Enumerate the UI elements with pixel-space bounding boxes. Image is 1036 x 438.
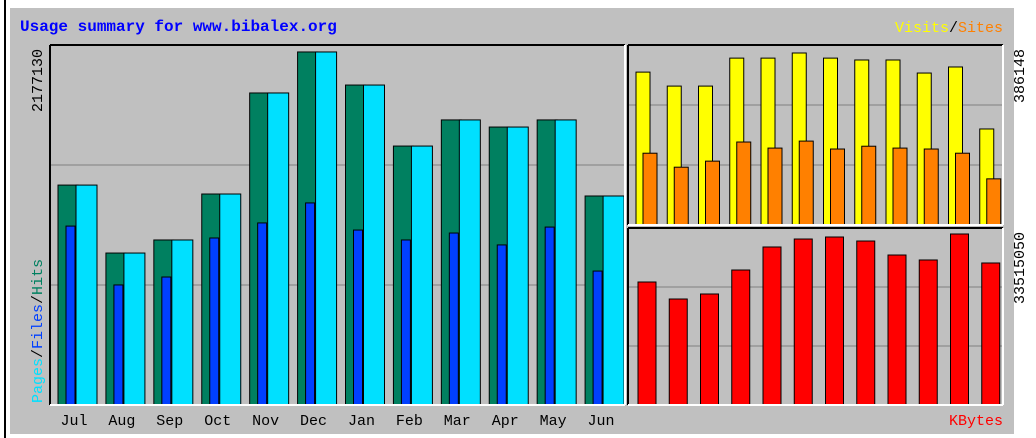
bar xyxy=(950,233,969,406)
bar xyxy=(700,293,719,406)
bar xyxy=(171,239,194,406)
bar xyxy=(798,140,814,226)
bar xyxy=(496,244,507,406)
bar xyxy=(75,184,98,406)
x-tick-label: Dec xyxy=(300,413,327,430)
x-tick-label: Aug xyxy=(108,413,135,430)
bar xyxy=(918,259,938,406)
bar xyxy=(257,222,268,406)
bar xyxy=(981,262,1001,406)
x-tick-label: Jun xyxy=(588,413,615,430)
plot-area xyxy=(50,45,625,405)
x-tick-label: Nov xyxy=(252,413,279,430)
bar xyxy=(861,145,877,226)
bar xyxy=(668,298,688,406)
bar xyxy=(793,238,813,406)
bar xyxy=(762,246,782,406)
bar xyxy=(637,281,657,406)
bar xyxy=(209,237,220,406)
bar xyxy=(315,51,338,406)
bar xyxy=(856,240,876,406)
legend-separator: / xyxy=(30,295,47,304)
bar xyxy=(825,236,844,406)
bar xyxy=(986,178,1002,226)
legend-separator: / xyxy=(30,349,47,358)
bar xyxy=(642,152,658,226)
bar xyxy=(410,145,433,406)
legend-entry: KBytes xyxy=(949,413,1003,430)
x-tick-label: Mar xyxy=(444,413,471,430)
bar xyxy=(544,226,555,406)
plot-area xyxy=(628,228,1003,405)
bar xyxy=(305,202,316,406)
x-tick-label: Feb xyxy=(396,413,423,430)
bar xyxy=(506,126,529,406)
bar xyxy=(602,195,625,406)
bar xyxy=(892,147,908,226)
legend-separator: / xyxy=(949,20,958,37)
bar xyxy=(65,225,76,406)
bar xyxy=(705,160,720,226)
bar xyxy=(353,229,363,406)
x-tick-label: Apr xyxy=(492,413,519,430)
legend: Visits/Sites xyxy=(895,20,1003,37)
bar xyxy=(767,147,783,226)
legend-entry: Hits xyxy=(30,259,47,295)
y-tick-label: 2177130 xyxy=(30,49,47,112)
x-tick-label: Jul xyxy=(60,413,87,430)
bar xyxy=(736,141,752,226)
bar xyxy=(400,239,411,406)
bar xyxy=(123,252,146,406)
x-tick-label: Jan xyxy=(348,413,375,430)
bar xyxy=(923,148,939,226)
legend-entry: Pages xyxy=(30,358,47,403)
bar xyxy=(887,254,907,406)
bar xyxy=(673,166,689,226)
bar xyxy=(113,284,124,406)
x-tick-label: Oct xyxy=(204,413,231,430)
bar xyxy=(161,276,172,406)
bar xyxy=(830,148,845,226)
legend-entry: Files xyxy=(30,304,47,349)
plot-area xyxy=(628,45,1003,225)
legend-entry: Visits xyxy=(895,20,949,37)
bar xyxy=(448,232,459,406)
x-tick-label: Sep xyxy=(156,413,183,430)
bar xyxy=(363,84,385,406)
legend-entry: Sites xyxy=(958,20,1003,37)
bar xyxy=(219,193,242,406)
x-tick-label: May xyxy=(540,413,567,430)
bar xyxy=(592,270,603,406)
bar xyxy=(955,152,970,226)
legend: Pages/Files/Hits xyxy=(30,259,47,403)
bar xyxy=(731,269,751,406)
bar xyxy=(267,92,290,406)
bar xyxy=(458,119,481,406)
chart-title: Usage summary for www.bibalex.org xyxy=(20,18,337,36)
y-tick-label: 33515050 xyxy=(1012,232,1029,304)
bar xyxy=(554,119,577,406)
y-tick-label: 386148 xyxy=(1012,49,1029,103)
